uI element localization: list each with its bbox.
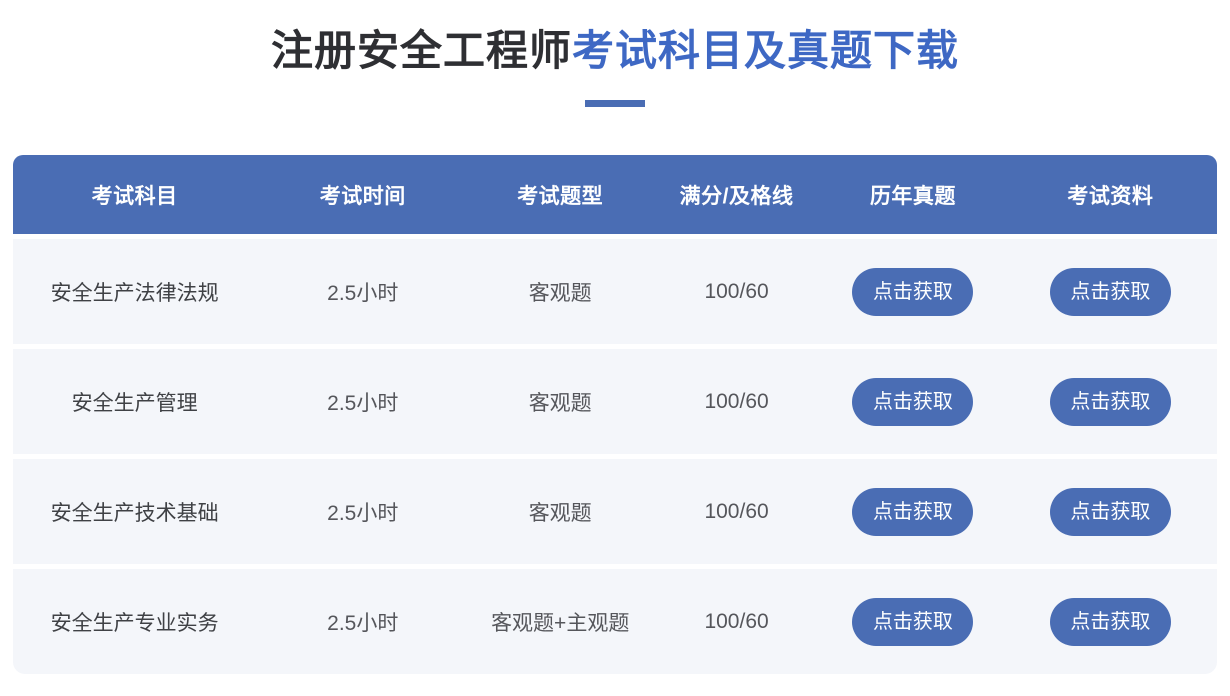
- cell-score: 100/60: [704, 389, 769, 413]
- cell-subject: 安全生产专业实务: [50, 611, 219, 635]
- header-cell-question-type: 考试题型: [517, 184, 604, 208]
- cell-duration: 2.5小时: [327, 281, 399, 305]
- title-underline: [585, 100, 645, 107]
- cell-subject: 安全生产技术基础: [50, 501, 219, 525]
- get-past-papers-button[interactable]: 点击获取: [852, 267, 974, 316]
- cell-exam-materials: 点击获取: [1004, 377, 1217, 426]
- page-title-accent: 考试科目及真题下载: [572, 27, 960, 74]
- get-materials-button[interactable]: 点击获取: [1049, 597, 1171, 646]
- page-title-dark: 注册安全工程师: [270, 27, 572, 74]
- cell-score: 100/60: [704, 279, 769, 303]
- get-past-papers-button[interactable]: 点击获取: [852, 487, 974, 536]
- page-title: 注册安全工程师考试科目及真题下载: [0, 0, 1230, 72]
- header-cell-score-line: 满分/及格线: [679, 184, 794, 208]
- table-row: 安全生产法律法规 2.5小时 客观题 100/60 点击获取 点击获取: [13, 239, 1217, 344]
- cell-question-type: 客观题: [528, 391, 592, 415]
- cell-past-papers: 点击获取: [822, 597, 1004, 646]
- table-row: 安全生产专业实务 2.5小时 客观题+主观题 100/60 点击获取 点击获取: [13, 569, 1217, 674]
- cell-past-papers: 点击获取: [822, 377, 1004, 426]
- header-cell-past-papers: 历年真题: [869, 184, 956, 208]
- cell-duration: 2.5小时: [327, 611, 399, 635]
- cell-question-type: 客观题+主观题: [491, 611, 630, 635]
- get-materials-button[interactable]: 点击获取: [1049, 487, 1171, 536]
- get-past-papers-button[interactable]: 点击获取: [852, 377, 974, 426]
- header-cell-exam-materials: 考试资料: [1067, 184, 1154, 208]
- cell-exam-materials: 点击获取: [1004, 487, 1217, 536]
- cell-subject: 安全生产法律法规: [50, 281, 219, 305]
- get-materials-button[interactable]: 点击获取: [1049, 377, 1171, 426]
- get-materials-button[interactable]: 点击获取: [1049, 267, 1171, 316]
- cell-question-type: 客观题: [528, 281, 592, 305]
- cell-question-type: 客观题: [528, 501, 592, 525]
- cell-subject: 安全生产管理: [71, 391, 198, 415]
- table-row: 安全生产技术基础 2.5小时 客观题 100/60 点击获取 点击获取: [13, 459, 1217, 564]
- header-cell-duration: 考试时间: [319, 184, 406, 208]
- cell-past-papers: 点击获取: [822, 487, 1004, 536]
- table-row: 安全生产管理 2.5小时 客观题 100/60 点击获取 点击获取: [13, 349, 1217, 454]
- cell-exam-materials: 点击获取: [1004, 267, 1217, 316]
- get-past-papers-button[interactable]: 点击获取: [852, 597, 974, 646]
- table-header-row: 考试科目 考试时间 考试题型 满分/及格线 历年真题 考试资料: [13, 155, 1217, 234]
- cell-duration: 2.5小时: [327, 501, 399, 525]
- cell-exam-materials: 点击获取: [1004, 597, 1217, 646]
- cell-score: 100/60: [704, 609, 769, 633]
- cell-duration: 2.5小时: [327, 391, 399, 415]
- cell-score: 100/60: [704, 499, 769, 523]
- header-cell-subject: 考试科目: [91, 184, 178, 208]
- cell-past-papers: 点击获取: [822, 267, 1004, 316]
- exam-subjects-table: 考试科目 考试时间 考试题型 满分/及格线 历年真题 考试资料 安全生产法律法规…: [13, 155, 1217, 674]
